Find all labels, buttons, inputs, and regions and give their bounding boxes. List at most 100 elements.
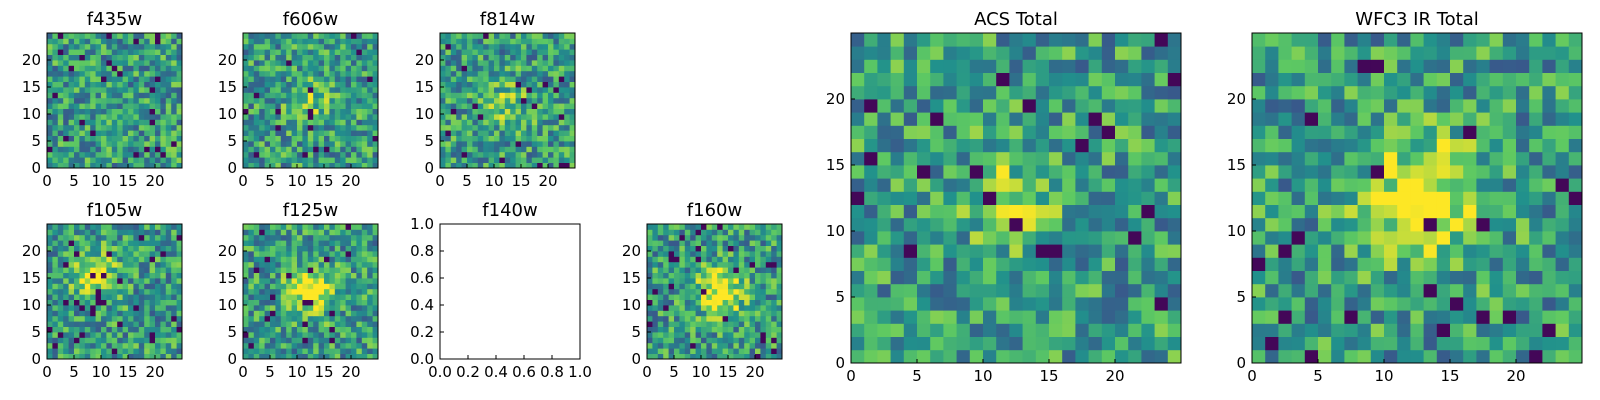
heatmap-cell: [63, 278, 69, 284]
heatmap-cell: [917, 349, 931, 364]
heatmap-cell: [1088, 191, 1103, 205]
heatmap-cell: [165, 119, 172, 126]
heatmap-cell: [917, 165, 931, 179]
heatmap-cell: [57, 60, 64, 66]
heatmap-cell: [674, 240, 680, 246]
heatmap-cell: [243, 224, 249, 230]
heatmap-cell: [755, 353, 761, 360]
heatmap-cell: [122, 261, 129, 268]
heatmap-cell: [302, 305, 309, 311]
heatmap-cell: [117, 229, 123, 236]
heatmap-cell: [90, 108, 96, 115]
heatmap-cell: [695, 283, 702, 290]
heatmap-cell: [903, 165, 918, 179]
heatmap-cell: [679, 224, 686, 230]
heatmap-cell: [171, 267, 177, 273]
heatmap-cell: [1291, 204, 1306, 219]
heatmap-cell: [461, 54, 468, 61]
heatmap-cell: [275, 294, 282, 300]
y-tick-label: 0: [631, 350, 641, 368]
heatmap-cell: [128, 81, 134, 88]
heatmap-cell: [1357, 178, 1372, 192]
heatmap-cell: [890, 125, 905, 139]
heatmap-cell: [291, 348, 298, 354]
heatmap-cell: [657, 278, 664, 284]
heatmap-cell: [133, 108, 140, 115]
heatmap-cell: [133, 76, 140, 82]
heatmap-cell: [291, 81, 298, 88]
y-tick-label: 5: [31, 323, 41, 341]
heatmap-cell: [983, 59, 997, 73]
heatmap-cell: [537, 97, 543, 104]
heatmap-cell: [160, 224, 167, 230]
heatmap-cell: [57, 81, 64, 88]
heatmap-cell: [1489, 217, 1504, 232]
heatmap-cell: [1115, 99, 1129, 113]
heatmap-cell: [334, 251, 341, 257]
heatmap-cell: [47, 256, 53, 263]
heatmap-cell: [101, 151, 107, 158]
heatmap-cell: [1344, 165, 1358, 179]
heatmap-cell: [356, 261, 363, 268]
heatmap-cell: [738, 299, 745, 306]
heatmap-cell: [1154, 191, 1169, 205]
heatmap-cell: [324, 267, 330, 273]
heatmap-cell: [499, 114, 506, 120]
heatmap-cell: [771, 321, 777, 327]
heatmap-cell: [679, 353, 686, 360]
heatmap-cell: [144, 43, 150, 50]
heatmap-cell: [160, 114, 167, 120]
heatmap-cell: [165, 49, 172, 55]
heatmap-cell: [63, 299, 69, 306]
heatmap-cell: [372, 337, 379, 344]
heatmap-cell: [903, 99, 918, 113]
heatmap-cell: [133, 299, 140, 306]
heatmap-cell: [138, 283, 145, 290]
heatmap-cell: [324, 224, 330, 230]
heatmap-cell: [318, 278, 325, 284]
heatmap-cell: [851, 231, 865, 245]
heatmap-cell: [684, 224, 691, 230]
heatmap-cell: [243, 321, 249, 327]
heatmap-cell: [890, 204, 905, 219]
heatmap-cell: [445, 43, 452, 50]
heatmap-cell: [531, 33, 538, 39]
heatmap-cell: [90, 288, 96, 295]
heatmap-cell: [90, 245, 96, 252]
heatmap-cell: [68, 141, 75, 147]
heatmap-cell: [52, 97, 59, 104]
heatmap-cell: [499, 33, 506, 39]
heatmap-cell: [367, 97, 373, 104]
x-tick-label: 15: [118, 172, 137, 190]
heatmap-cell: [297, 315, 303, 322]
heatmap-cell: [275, 108, 282, 115]
heatmap-cell: [302, 283, 309, 290]
heatmap-cell: [531, 70, 538, 77]
heatmap-cell: [679, 251, 686, 257]
heatmap-cell: [253, 70, 260, 77]
heatmap-cell: [47, 130, 53, 136]
heatmap-cell: [711, 353, 718, 360]
heatmap-cell: [144, 261, 150, 268]
heatmap-cell: [456, 49, 462, 55]
heatmap-cell: [1318, 191, 1332, 205]
heatmap-cell: [456, 103, 462, 109]
heatmap-cell: [1542, 204, 1556, 219]
heatmap-cell: [165, 315, 172, 322]
heatmap-cell: [851, 244, 865, 258]
heatmap-cell: [79, 224, 86, 230]
x-tick-label: 5: [462, 172, 472, 190]
heatmap-cell: [652, 299, 659, 306]
heatmap-cell: [903, 46, 918, 60]
heatmap-cell: [930, 165, 944, 179]
heatmap-cell: [1115, 270, 1129, 285]
heatmap-cell: [1463, 323, 1477, 337]
heatmap-cell: [171, 87, 177, 93]
heatmap-cell: [144, 240, 150, 246]
heatmap-cell: [1516, 204, 1530, 219]
heatmap-cell: [95, 353, 102, 360]
heatmap-cell: [1128, 85, 1142, 100]
heatmap-cell: [345, 119, 352, 126]
heatmap-cell: [307, 229, 314, 236]
heatmap-cell: [477, 124, 484, 131]
